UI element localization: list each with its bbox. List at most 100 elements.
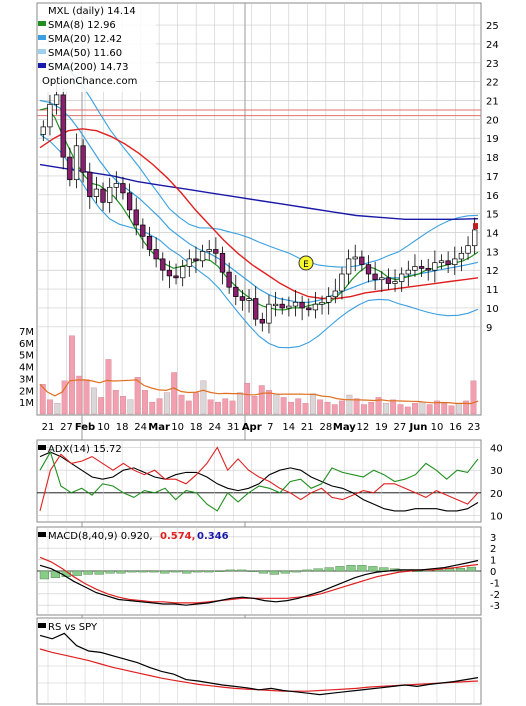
adx-swatch (38, 445, 46, 450)
candle-body (385, 277, 392, 284)
macd-histogram-bar (291, 570, 301, 573)
macd-histogram-bar (214, 570, 225, 573)
candle-body (180, 266, 186, 279)
volume-tick-label: 5M (19, 351, 34, 362)
price-tick-label: 20 (486, 115, 499, 126)
volume-bar (185, 400, 192, 415)
price-tick-label: 19 (486, 134, 499, 145)
candle-body (87, 171, 93, 198)
date-tick-label: 14 (282, 422, 295, 433)
adx-label: ADX(14) 15.72 (48, 444, 122, 455)
date-tick-label: 23 (468, 422, 481, 433)
volume-bar (69, 335, 75, 415)
volume-bar (178, 394, 185, 415)
candle-body (219, 252, 226, 273)
macd-histogram-bar (171, 570, 181, 573)
candle-body (452, 258, 458, 265)
volume-bar (171, 372, 178, 415)
macd-histogram-bar (94, 570, 104, 575)
volume-bar (412, 403, 418, 415)
legend-title: MXL (daily) 14.14 (48, 6, 136, 17)
volume-tick-label: 1M (19, 398, 34, 409)
volume-bar (222, 398, 229, 415)
candle-body (173, 275, 179, 279)
macd-histogram-bar (236, 569, 247, 572)
adx-axis-ticks: 10 20 30 40 (490, 444, 503, 523)
macd-histogram-bar (116, 570, 126, 574)
macd-histogram-bar (204, 570, 214, 573)
legend-swatch-sma200 (38, 63, 46, 68)
macd-lines (39, 556, 479, 606)
candle-body (233, 286, 239, 297)
legend-sma8: SMA(8) 12.96 (48, 20, 116, 31)
volume-tick-label: 7M (19, 327, 34, 338)
volume-bar (215, 401, 221, 415)
candle-body (339, 273, 345, 292)
candle-body (140, 224, 146, 237)
volume-bar (463, 400, 470, 415)
price-tick-label: 12 (486, 266, 499, 277)
price-tick-label: 15 (486, 210, 499, 221)
date-tick-label: 10 (97, 422, 110, 433)
volume-bar (76, 375, 83, 415)
date-tick-label: May (333, 422, 356, 433)
macd-swatch (38, 532, 46, 537)
candle-body (126, 192, 133, 211)
volume-bar (200, 380, 207, 415)
volume-bar (455, 403, 462, 415)
macd-tick-label: 2 (490, 544, 496, 555)
volume-tick-label: 6M (19, 339, 34, 350)
legend-sma200: SMA(200) 14.73 (48, 62, 129, 73)
candle-body (259, 318, 265, 324)
volume-bar (266, 390, 272, 415)
volume-bar (39, 384, 46, 415)
macd-signal-line (39, 556, 479, 604)
volume-bar (229, 400, 236, 415)
candle-body (392, 281, 398, 284)
date-tick-label: 21 (301, 422, 314, 433)
candle-body (40, 126, 46, 135)
candle-body (107, 186, 113, 203)
macd-histogram-bar (39, 570, 50, 580)
volume-bar (309, 393, 316, 415)
watermark: OptionChance.com (42, 76, 137, 87)
candle-body (438, 260, 445, 264)
adx-line (39, 451, 479, 512)
candle-body (379, 277, 385, 281)
price-tick-label: 9 (486, 323, 492, 334)
earnings-marker[interactable]: E (298, 255, 314, 271)
volume-bar (244, 382, 251, 415)
rs-grid (37, 618, 481, 704)
legend-swatch-sma50 (38, 49, 46, 54)
price-legend: MXL (daily) 14.14 SMA(8) 12.96 SMA(20) 1… (38, 4, 156, 92)
volume-bar (339, 400, 345, 415)
candle-body (166, 269, 173, 277)
macd-histogram-bar (346, 565, 356, 572)
candle-body (226, 271, 232, 288)
adx-grid (37, 440, 481, 522)
candle-body (213, 249, 219, 254)
macd-line (39, 559, 479, 606)
volume-bar (331, 404, 338, 415)
volume-bar (368, 401, 375, 415)
candle-body (193, 258, 199, 262)
macd-histogram-bar (225, 569, 236, 572)
date-tick-label: 10 (431, 422, 444, 433)
date-tick-label: 31 (227, 422, 240, 433)
candle-body (425, 267, 431, 271)
candle-body (120, 183, 126, 194)
volume-bar (83, 379, 90, 415)
candle-body (279, 303, 285, 309)
volume-bar (448, 405, 455, 415)
sma20-line (39, 99, 479, 303)
macd-tick-label: -3 (490, 601, 500, 612)
volume-tick-label: 2M (19, 386, 34, 397)
candle-body (326, 296, 332, 303)
macd-tick-label: -2 (490, 590, 500, 601)
volume-bar (397, 404, 404, 415)
volume-bar (236, 392, 243, 415)
